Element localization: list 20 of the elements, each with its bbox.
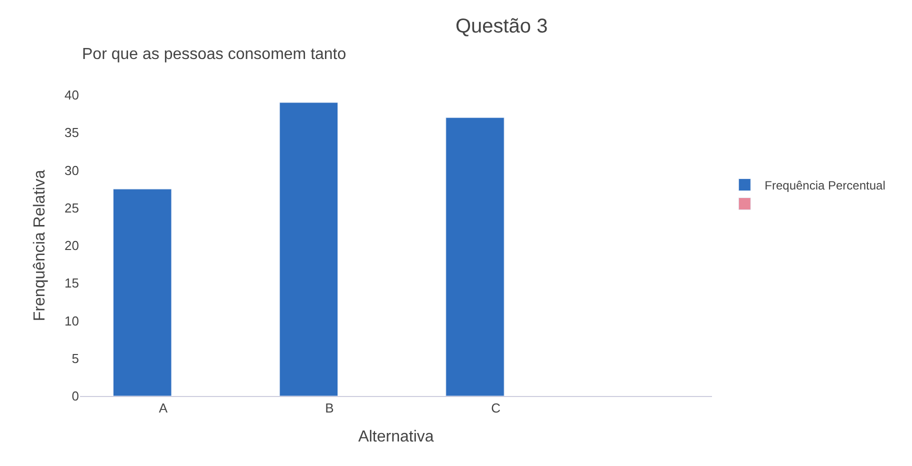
bar [113, 188, 172, 396]
y-tick-label: 35 [64, 125, 79, 140]
y-tick-label: 5 [72, 350, 79, 366]
y-tick-label: 0 [72, 388, 79, 404]
chart-subtitle: Por que as pessoas consomem tanto [82, 46, 346, 63]
y-tick-label: 20 [64, 238, 79, 254]
y-axis-title: Frenquência Relativa [31, 170, 48, 322]
x-tick-label: C [491, 400, 500, 416]
y-tick-label: 10 [64, 313, 79, 328]
y-tick-label: 15 [64, 276, 79, 291]
bar [446, 117, 504, 396]
bar [279, 102, 338, 396]
y-tick-label: 40 [64, 88, 79, 103]
y-tick-label: 25 [64, 200, 79, 216]
x-axis-title: Alternativa [358, 428, 434, 446]
chart-title: Questão 3 [455, 16, 548, 38]
x-tick-label: B [325, 400, 334, 416]
legend-label: Frequência Percentual [764, 178, 886, 192]
y-tick-label: 30 [64, 162, 79, 178]
x-tick-label: A [158, 400, 168, 416]
